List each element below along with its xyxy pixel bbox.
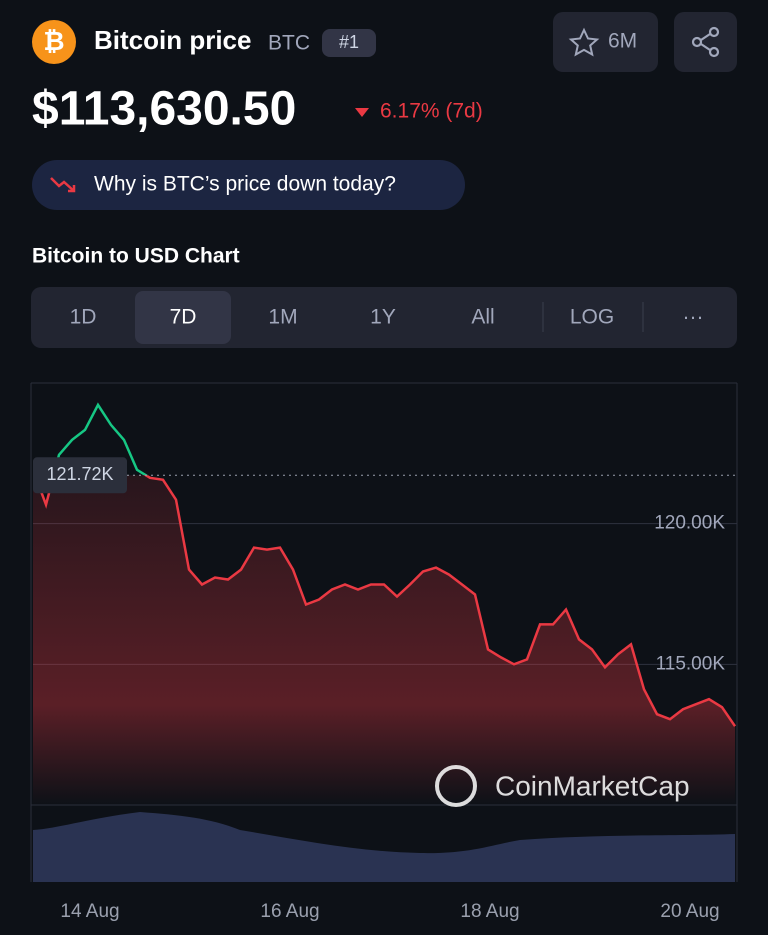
price-change: 6.17% (7d) [380,100,483,123]
area-fill [33,475,735,805]
why-text: Why is BTC’s price down today? [94,173,396,196]
tab[interactable]: LOG [570,306,614,329]
x-tick-label: 16 Aug [260,901,319,922]
share-icon [691,26,720,58]
tab[interactable]: ··· [683,306,704,329]
reference-label: 121.72K [46,464,113,484]
chart-heading: Bitcoin to USD Chart [32,245,240,268]
watchlist-button[interactable] [553,12,658,72]
x-tick-label: 14 Aug [60,901,119,922]
rank-pill [322,29,376,57]
watchlist-count: 6M [608,30,637,53]
tab[interactable]: All [471,306,494,329]
tab[interactable]: 1D [70,306,97,329]
reference-label-bg [33,457,127,494]
coin-icon-glyph: ₿ [43,26,64,56]
share-button[interactable] [674,12,737,72]
trend-down-icon [50,177,76,193]
y-tick-label: 120.00K [654,513,725,534]
price-line [33,475,737,727]
tab[interactable]: 7D [170,306,197,329]
title: Bitcoin price [94,25,251,55]
watermark-logo [435,765,477,807]
volume-area [33,812,735,882]
star-icon [568,27,600,57]
tab-selected [135,291,231,344]
watermark: CoinMarketCap [495,770,690,801]
why-button[interactable] [32,160,465,210]
price: $113,630.50 [32,83,296,136]
down-arrow [355,108,369,117]
coin-icon [32,20,76,64]
tab[interactable]: 1M [268,306,297,329]
y-tick-label: 115.00K [656,653,726,674]
x-tick-label: 20 Aug [660,901,719,922]
symbol: BTC [268,32,310,55]
x-tick-label: 18 Aug [460,901,519,922]
tab[interactable]: 1Y [370,306,396,329]
rank: #1 [339,32,359,52]
